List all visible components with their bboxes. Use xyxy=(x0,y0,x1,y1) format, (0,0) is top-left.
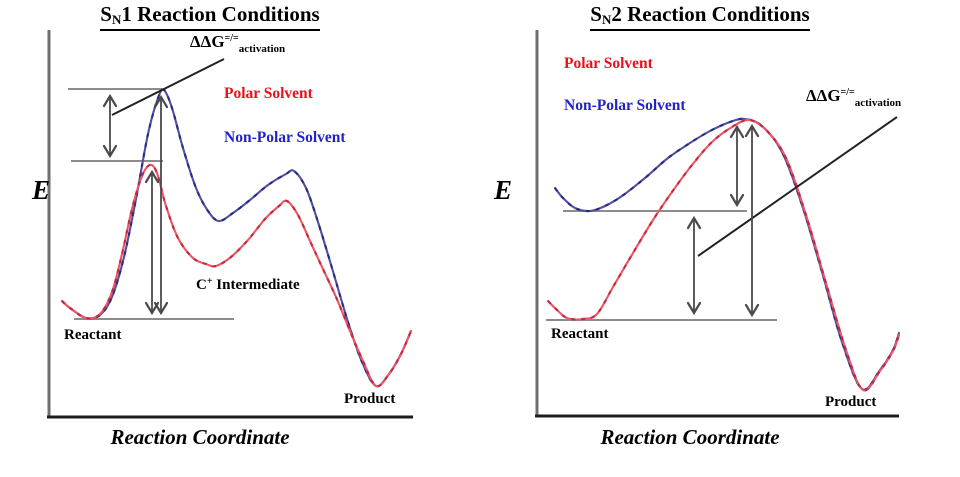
right-title-rest: 2 Reaction Conditions xyxy=(611,2,810,26)
inter-plus: + xyxy=(206,276,213,287)
right-y-axis-label: E xyxy=(494,175,513,205)
right-energy-arrow-2-top-arrowhead xyxy=(686,215,702,230)
left-energy-arrow-0-bottom-arrowhead xyxy=(102,144,118,159)
left-panel-title: SN1 Reaction Conditions xyxy=(0,2,420,31)
right-title-subscript: N xyxy=(601,12,612,27)
left-energy-arrow-1-top-arrowhead xyxy=(144,169,160,184)
right-polar-solvent-label: Polar Solvent xyxy=(564,55,653,72)
left-reactant-label: Reactant xyxy=(64,327,122,343)
left-nonpolar-solvent-label: Non-Polar Solvent xyxy=(224,129,346,146)
left-energy-arrow-0-top-arrowhead xyxy=(102,93,118,108)
left-intermediate-label: C+ Intermediate xyxy=(196,276,300,294)
right-polar-curve-dashes xyxy=(547,118,900,392)
left-ddg-main: ΔΔG xyxy=(190,32,225,51)
right-title-s: S xyxy=(590,2,602,26)
left-title-rest: 1 Reaction Conditions xyxy=(121,2,320,26)
right-panel-title: SN2 Reaction Conditions xyxy=(540,2,860,31)
right-nonpolar-solvent-label: Non-Polar Solvent xyxy=(564,97,686,114)
left-ddg-pointer-line xyxy=(111,58,225,116)
right-energy-arrow-1-bottom-arrowhead xyxy=(744,303,760,318)
left-product-label: Product xyxy=(344,391,396,407)
left-energy-arrow-2-top-arrowhead xyxy=(153,94,169,109)
left-ddg-sub: activation xyxy=(238,43,286,55)
right-energy-arrow-0-top-arrowhead xyxy=(729,124,745,139)
right-x-axis-label: Reaction Coordinate xyxy=(600,425,780,449)
inter-rest: Intermediate xyxy=(212,277,300,293)
left-polar-curve-dashes xyxy=(61,163,412,388)
right-nonpolar-curve-dashes xyxy=(554,117,900,391)
left-title-subscript: N xyxy=(111,12,122,27)
left-ddg-sup: =/= xyxy=(224,33,239,44)
left-title-s: S xyxy=(100,2,112,26)
right-ddg-main: ΔΔG xyxy=(806,86,841,105)
left-title-underline: SN1 Reaction Conditions xyxy=(100,2,320,31)
left-y-axis-label: E xyxy=(32,175,51,205)
right-polar-curve xyxy=(546,118,901,392)
right-ddg-sup: =/= xyxy=(840,87,855,98)
left-polar-solvent-label: Polar Solvent xyxy=(224,85,313,102)
right-energy-arrow-2-bottom-arrowhead xyxy=(686,301,702,316)
right-nonpolar-curve xyxy=(553,117,901,391)
right-ddg-activation-label: ΔΔG=/=activation xyxy=(806,86,902,109)
right-product-label: Product xyxy=(825,394,877,410)
right-energy-arrow-0-bottom-arrowhead xyxy=(729,193,745,208)
right-energy-arrow-1-top-arrowhead xyxy=(744,123,760,138)
right-ddg-pointer-line xyxy=(697,116,898,257)
right-title-underline: SN2 Reaction Conditions xyxy=(590,2,810,31)
left-ddg-activation-label: ΔΔG=/=activation xyxy=(190,32,286,55)
left-energy-arrow-2-bottom-arrowhead xyxy=(153,301,169,316)
right-ddg-sub: activation xyxy=(854,97,902,109)
right-reactant-label: Reactant xyxy=(551,326,609,342)
left-x-axis-label: Reaction Coordinate xyxy=(110,425,290,449)
inter-c: C xyxy=(196,277,207,293)
